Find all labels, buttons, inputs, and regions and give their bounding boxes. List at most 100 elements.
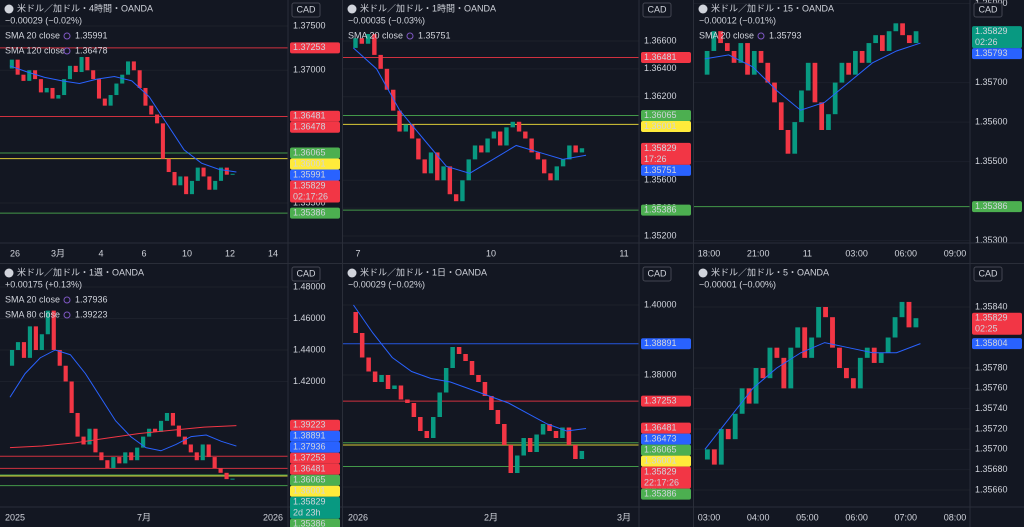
indicator-icon	[63, 311, 71, 319]
currency-button[interactable]	[642, 266, 672, 282]
price-label: 1.39223	[293, 420, 326, 430]
candle	[504, 127, 509, 146]
panel-background	[0, 264, 342, 527]
candle	[785, 129, 791, 154]
price-label: 1.37253	[644, 396, 677, 406]
candle	[111, 457, 116, 469]
price-label: 1.36001	[293, 486, 326, 496]
price-label: 1.36001	[644, 121, 677, 131]
sma-line	[704, 42, 921, 111]
candle	[534, 434, 539, 453]
candle	[792, 122, 798, 154]
y-tick-label: 1.35600	[975, 116, 1008, 126]
candle	[441, 166, 446, 181]
candle	[731, 50, 737, 63]
indicator-value: 1.35751	[418, 30, 451, 40]
symbol-icon	[4, 4, 14, 14]
currency-button[interactable]	[973, 266, 1003, 282]
candle	[529, 138, 534, 153]
currency-label: CAD	[978, 4, 998, 14]
price-change: −0.00001 (−0.00%)	[699, 279, 776, 289]
currency-button[interactable]	[291, 266, 321, 282]
candle	[195, 167, 200, 181]
y-tick-label: 1.35840	[975, 301, 1008, 311]
candle	[359, 332, 365, 358]
time-label: 03:00	[698, 512, 721, 522]
price-label: 1.36065	[644, 445, 677, 455]
price-label: 1.36481	[644, 423, 677, 433]
indicator-icon	[406, 32, 414, 40]
time-label: 21:00	[747, 248, 770, 258]
candle	[73, 65, 78, 73]
candle	[218, 468, 223, 473]
candle	[547, 424, 552, 432]
time-label: 11	[619, 248, 628, 258]
candle	[155, 114, 160, 124]
chart-title: 米ドル／加ドル・5・OANDA	[711, 266, 829, 277]
time-label: 2026	[348, 512, 368, 522]
price-label-background	[641, 121, 691, 133]
candle	[143, 87, 148, 106]
candle	[385, 374, 391, 390]
candle	[379, 374, 384, 382]
price-label-background	[641, 142, 691, 165]
candle	[44, 87, 49, 93]
price-label-background	[290, 463, 340, 475]
price-label: 1.37936	[293, 442, 326, 452]
candle	[15, 342, 21, 350]
candle	[885, 337, 891, 353]
chart-title: 米ドル／加ドル・15・OANDA	[711, 2, 834, 13]
time-label: 2025	[5, 512, 25, 522]
candle	[812, 62, 818, 103]
candle	[38, 79, 43, 93]
price-label: 1.35386	[644, 489, 677, 499]
candle	[67, 65, 72, 80]
candle	[460, 180, 465, 202]
y-tick-label: 1.38000	[644, 369, 677, 379]
time-label: 06:00	[895, 248, 918, 258]
time-label: 06:00	[845, 512, 868, 522]
candle	[857, 357, 863, 389]
candle	[405, 399, 410, 404]
currency-button[interactable]	[291, 2, 321, 18]
candle	[230, 173, 235, 175]
candle	[906, 35, 912, 44]
candle	[79, 56, 84, 73]
indicator-icon	[63, 296, 71, 304]
candle	[495, 410, 501, 425]
candle	[573, 445, 578, 460]
candle	[491, 131, 497, 139]
candle	[489, 396, 494, 411]
candle	[45, 310, 50, 335]
candle	[837, 347, 842, 369]
indicator-value: 1.35793	[769, 30, 802, 40]
candle	[62, 79, 67, 96]
candle	[724, 43, 730, 51]
y-tick-label: 1.35760	[975, 383, 1008, 393]
candle	[567, 145, 572, 160]
time-label: 7	[355, 248, 360, 258]
currency-button[interactable]	[642, 2, 672, 18]
candle	[795, 327, 801, 348]
y-tick-label: 1.46000	[293, 313, 326, 323]
candle	[469, 360, 475, 375]
y-tick-label: 1.44000	[293, 344, 326, 354]
candle	[372, 33, 377, 55]
currency-button[interactable]	[973, 2, 1003, 18]
candle	[21, 74, 26, 81]
candle	[772, 82, 777, 103]
candle	[846, 62, 852, 75]
candle	[463, 353, 468, 361]
time-label: 3月	[51, 248, 65, 258]
time-label: 10	[486, 248, 496, 258]
price-label: 1.35386	[644, 204, 677, 214]
indicator-name: SMA 20 close	[5, 30, 60, 40]
countdown-label: 17:26	[644, 154, 667, 164]
candle	[760, 368, 766, 379]
price-label-background	[290, 110, 340, 122]
candle	[194, 452, 199, 461]
symbol-icon	[698, 268, 708, 278]
chart-title: 米ドル／加ドル・1日・OANDA	[360, 266, 487, 277]
indicator-value: 1.37936	[75, 294, 108, 304]
currency-label: CAD	[647, 268, 667, 278]
